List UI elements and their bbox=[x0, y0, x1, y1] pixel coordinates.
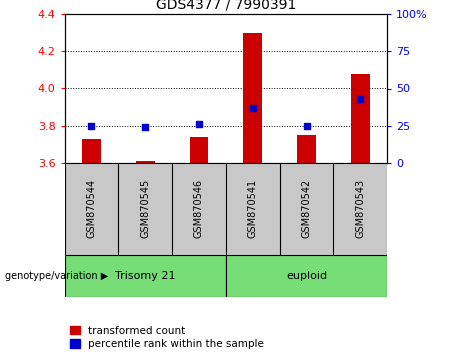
Point bbox=[195, 121, 203, 127]
Text: GSM870544: GSM870544 bbox=[86, 179, 96, 239]
Bar bbox=[351, 74, 370, 163]
Text: GSM870546: GSM870546 bbox=[194, 179, 204, 239]
Point bbox=[357, 96, 364, 102]
Bar bbox=[243, 33, 262, 163]
Bar bbox=[226, 255, 387, 297]
Bar bbox=[82, 139, 101, 163]
Text: Trisomy 21: Trisomy 21 bbox=[115, 271, 176, 281]
Bar bbox=[297, 135, 316, 163]
Title: GDS4377 / 7990391: GDS4377 / 7990391 bbox=[156, 0, 296, 12]
Bar bbox=[65, 255, 226, 297]
Text: GSM870541: GSM870541 bbox=[248, 179, 258, 239]
Text: GSM870543: GSM870543 bbox=[355, 179, 366, 239]
Text: genotype/variation ▶: genotype/variation ▶ bbox=[5, 271, 108, 281]
Point bbox=[88, 123, 95, 129]
Text: euploid: euploid bbox=[286, 271, 327, 281]
Text: GSM870545: GSM870545 bbox=[140, 179, 150, 239]
Bar bbox=[189, 137, 208, 163]
Text: GSM870542: GSM870542 bbox=[301, 179, 312, 239]
Point bbox=[142, 124, 149, 130]
Legend: transformed count, percentile rank within the sample: transformed count, percentile rank withi… bbox=[70, 326, 264, 349]
Point bbox=[303, 123, 310, 129]
Bar bbox=[136, 161, 154, 163]
Point bbox=[249, 105, 256, 111]
